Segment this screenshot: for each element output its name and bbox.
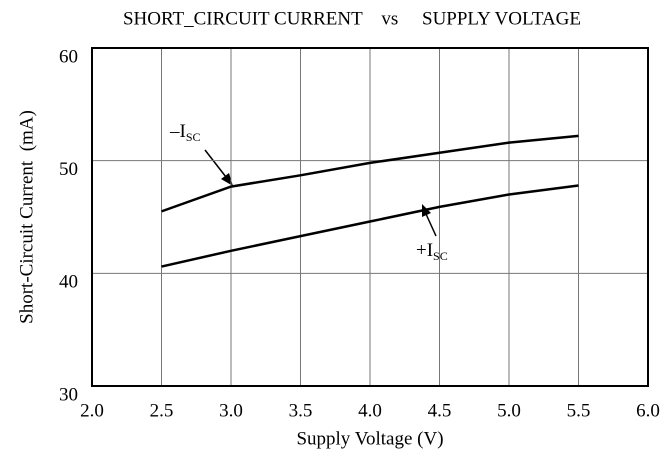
- arrow-head: [221, 173, 233, 186]
- y-axis-label: Short-Circuit Current (mA): [16, 110, 37, 324]
- y-tick-label: 50: [59, 159, 78, 180]
- x-tick-label: 5.0: [497, 400, 521, 421]
- chart-title: SHORT_CIRCUIT CURRENT vs SUPPLY VOLTAGE: [123, 8, 581, 29]
- y-tick-label: 30: [59, 384, 78, 405]
- x-tick-label: 3.0: [219, 400, 243, 421]
- x-axis-label: Supply Voltage (V): [296, 428, 443, 449]
- series-annotation: +ISC: [416, 240, 448, 262]
- x-tick-label: 2.5: [150, 400, 174, 421]
- x-tick-label: 2.0: [80, 400, 104, 421]
- x-tick-label: 6.0: [636, 400, 660, 421]
- x-tick-label: 4.0: [358, 400, 382, 421]
- y-tick-label: 40: [59, 272, 78, 293]
- annotation-main: +I: [416, 240, 433, 261]
- x-tick-label: 4.5: [428, 400, 452, 421]
- series-line: [161, 134, 579, 213]
- annotation-subscript: SC: [186, 130, 201, 144]
- plot-frame: [91, 47, 649, 387]
- arrow-line: [204, 149, 227, 178]
- annotation-main: –I: [169, 121, 186, 142]
- x-tick-label: 5.5: [567, 400, 591, 421]
- arrow-line: [425, 213, 437, 237]
- y-tick-label: 60: [59, 46, 78, 67]
- series-annotation: –ISC: [169, 121, 201, 143]
- annotation-subscript: SC: [433, 249, 448, 263]
- series-line: [161, 184, 579, 268]
- x-tick-label: 3.5: [289, 400, 313, 421]
